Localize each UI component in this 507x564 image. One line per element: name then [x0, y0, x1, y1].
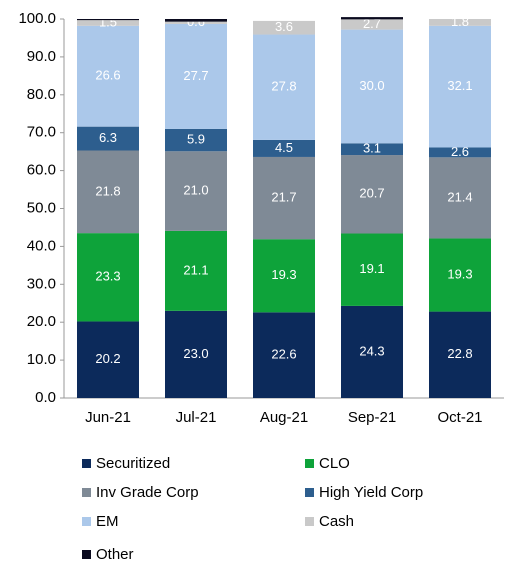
bar-segment	[341, 143, 403, 156]
bar-segment	[341, 29, 403, 144]
bar-segment	[429, 311, 491, 398]
value-label: 27.7	[183, 68, 208, 83]
y-tick-label: 30.0	[27, 275, 56, 292]
y-tick-label: 0.0	[35, 389, 56, 406]
y-tick-label: 40.0	[27, 237, 56, 254]
bar-segment	[77, 126, 139, 151]
legend-marker	[305, 459, 314, 468]
legend-label: CLO	[319, 455, 350, 472]
value-label: 20.7	[359, 186, 384, 201]
value-label: 27.8	[271, 79, 296, 94]
bar-segment	[165, 21, 227, 24]
value-label: 21.0	[183, 183, 208, 198]
value-label: 1.5	[99, 14, 117, 29]
value-label: 22.8	[447, 346, 472, 361]
value-label: 24.3	[359, 343, 384, 358]
value-label: 26.6	[95, 68, 120, 83]
bar-segment	[77, 150, 139, 234]
y-tick-label: 50.0	[27, 199, 56, 216]
bar-segment	[165, 310, 227, 398]
legend-marker	[82, 517, 91, 526]
bar-segment	[253, 312, 315, 398]
bar-segment	[341, 155, 403, 234]
legend-label: EM	[96, 513, 119, 530]
bar-segment	[253, 239, 315, 313]
value-label: 32.1	[447, 78, 472, 93]
x-tick-label: Oct-21	[437, 409, 482, 426]
bar-segment	[253, 34, 315, 140]
x-tick-label: Jun-21	[85, 409, 131, 426]
value-label: 3.6	[275, 19, 293, 34]
bar-segment	[77, 25, 139, 127]
value-label: 1.8	[451, 14, 469, 29]
value-label: 20.2	[95, 351, 120, 366]
bar-segment	[253, 156, 315, 240]
y-tick-label: 10.0	[27, 351, 56, 368]
value-label: 6.3	[99, 130, 117, 145]
value-label: 2.7	[363, 16, 381, 31]
bar-segment	[253, 139, 315, 157]
x-tick-label: Jul-21	[176, 409, 217, 426]
bar-segment	[341, 17, 403, 20]
value-label: 19.1	[359, 261, 384, 276]
value-label: 19.3	[271, 267, 296, 282]
value-label: 23.3	[95, 269, 120, 284]
value-label: 21.8	[95, 183, 120, 198]
bar-segment	[341, 19, 403, 30]
y-tick-label: 90.0	[27, 48, 56, 65]
x-tick-label: Aug-21	[260, 409, 308, 426]
bar-segment	[165, 19, 227, 22]
y-tick-label: 100.0	[18, 10, 56, 27]
value-label: 21.1	[183, 262, 208, 277]
value-label: 21.4	[447, 189, 472, 204]
bar-segment	[165, 230, 227, 311]
bar-segment	[341, 305, 403, 398]
value-label: 5.9	[187, 132, 205, 147]
value-label: 23.0	[183, 346, 208, 361]
value-label: 21.7	[271, 190, 296, 205]
bar-segment	[341, 233, 403, 306]
legend-label: Other	[96, 546, 134, 563]
bar-segment	[253, 20, 315, 35]
legend-marker	[82, 459, 91, 468]
y-tick-label: 60.0	[27, 162, 56, 179]
value-label: 30.0	[359, 78, 384, 93]
bar-segment	[429, 238, 491, 312]
legend-label: High Yield Corp	[319, 484, 423, 501]
x-tick-label: Sep-21	[348, 409, 396, 426]
value-label: 19.3	[447, 266, 472, 281]
legend-marker	[82, 488, 91, 497]
bar-segment	[77, 20, 139, 26]
value-label: 2.6	[451, 144, 469, 159]
y-tick-label: 80.0	[27, 86, 56, 103]
legend-label: Securitized	[96, 455, 170, 472]
bar-segment	[77, 233, 139, 322]
bar-segment	[77, 19, 139, 21]
value-label: 3.1	[363, 141, 381, 156]
value-label: 4.5	[275, 140, 293, 155]
value-label: 0.6	[187, 14, 205, 29]
value-label: 22.6	[271, 347, 296, 362]
bar-segment	[429, 19, 491, 26]
bar-segment	[165, 128, 227, 152]
legend-label: Inv Grade Corp	[96, 484, 199, 501]
y-tick-label: 70.0	[27, 124, 56, 141]
bar-segment	[429, 25, 491, 148]
legend-label: Cash	[319, 513, 354, 530]
legend-marker	[82, 550, 91, 559]
bar-segment	[165, 23, 227, 129]
bar-segment	[429, 147, 491, 158]
legend-marker	[305, 488, 314, 497]
y-tick-label: 20.0	[27, 313, 56, 330]
legend-marker	[305, 517, 314, 526]
bar-segment	[429, 157, 491, 239]
bar-segment	[77, 321, 139, 398]
bar-segment	[165, 151, 227, 231]
